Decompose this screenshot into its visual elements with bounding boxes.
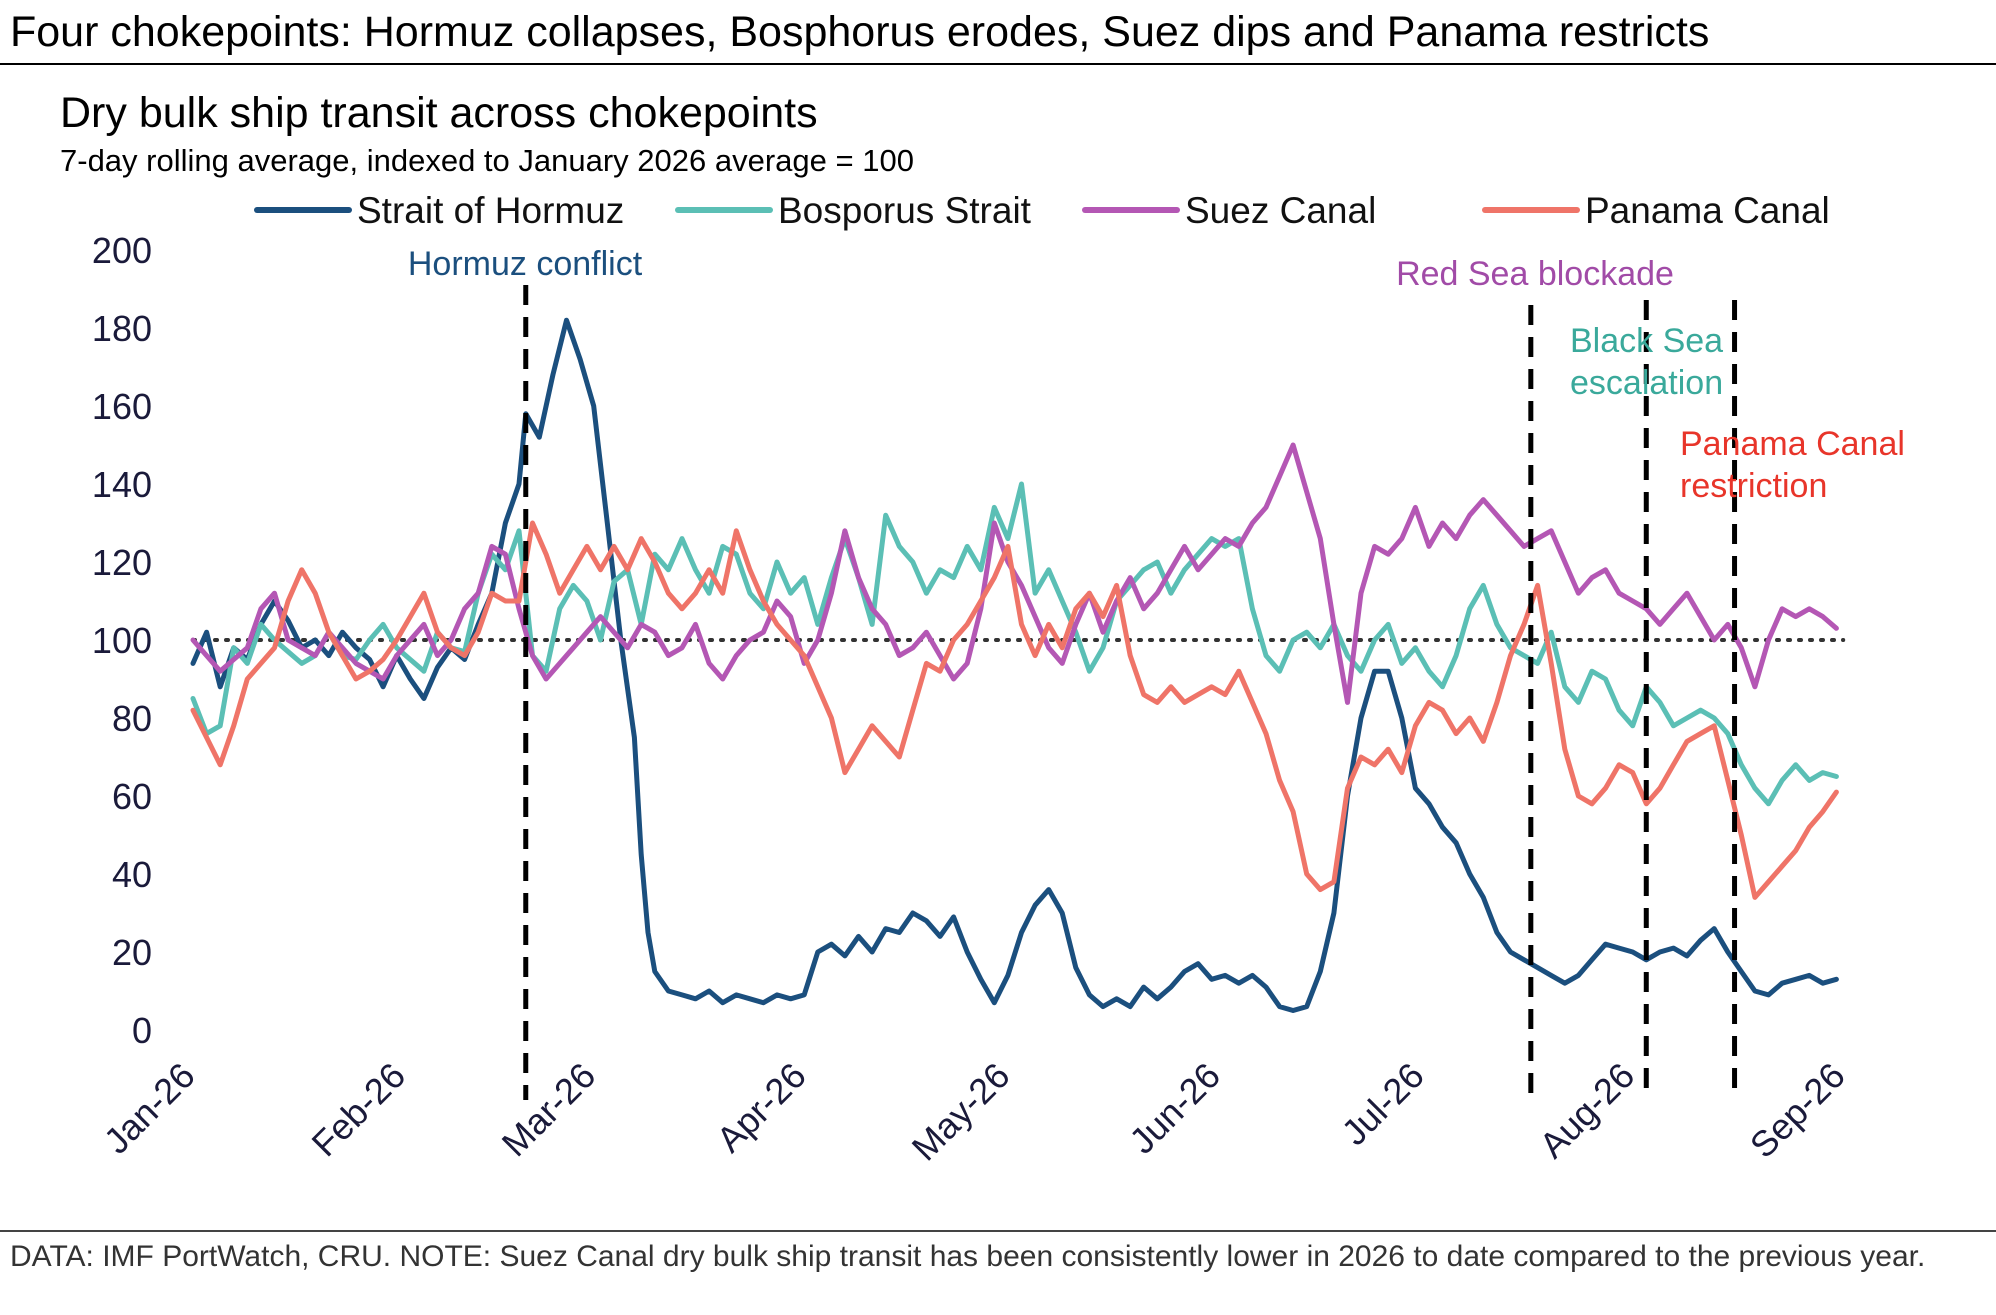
event-label-line: Red Sea blockade xyxy=(1396,255,1674,293)
event-label-line: Hormuz conflict xyxy=(408,245,643,283)
x-tick-label: May-26 xyxy=(904,1055,1018,1169)
y-tick-label: 80 xyxy=(112,698,152,739)
legend-label: Bosporus Strait xyxy=(778,190,1032,231)
y-tick-label: 200 xyxy=(92,230,152,271)
series-line-strait-of-hormuz xyxy=(190,317,1839,1013)
legend-label: Suez Canal xyxy=(1185,190,1376,231)
y-tick-label: 120 xyxy=(92,542,152,583)
x-tick-label: Mar-26 xyxy=(494,1055,604,1165)
x-tick-label: Jan-26 xyxy=(96,1055,203,1162)
x-tick-label: Jun-26 xyxy=(1121,1055,1228,1162)
footnote: DATA: IMF PortWatch, CRU. NOTE: Suez Can… xyxy=(10,1240,1926,1273)
line-chart: Strait of Hormuz Bosporus Strait Suez Cana… xyxy=(92,190,1905,1169)
x-tick-label: Apr-26 xyxy=(708,1055,813,1160)
y-tick-label: 60 xyxy=(112,776,152,817)
y-tick-label: 160 xyxy=(92,386,152,427)
y-axis: 0 20 40 60 80 100 120 140 160 180 200 xyxy=(92,230,152,1051)
event-label-line: escalation xyxy=(1570,364,1723,402)
x-tick-label: Sep-26 xyxy=(1742,1055,1853,1166)
x-tick-label: Jul-26 xyxy=(1333,1055,1431,1153)
x-axis: Jan-26 Feb-26 Mar-26 Apr-26 May-26 Jun-26 Jul-… xyxy=(96,1055,1853,1169)
x-tick-label: Aug-26 xyxy=(1531,1055,1642,1166)
legend-label: Strait of Hormuz xyxy=(357,190,624,231)
y-tick-label: 20 xyxy=(112,932,152,973)
series-line-panama-canal xyxy=(190,520,1839,900)
event-layer: Hormuz conflict Red Sea blockade Black Sea… xyxy=(408,245,1905,1100)
series-line-bosporus-strait xyxy=(190,481,1839,807)
x-tick-label: Feb-26 xyxy=(304,1055,414,1165)
chart-title: Dry bulk ship transit across chokepoints xyxy=(60,89,818,137)
y-tick-label: 100 xyxy=(92,620,152,661)
event-label-line: Black Sea xyxy=(1570,322,1723,360)
chart-subtitle: 7-day rolling average, indexed to Januar… xyxy=(60,143,914,178)
headline: Four chokepoints: Hormuz collapses, Bosp… xyxy=(10,8,1710,56)
y-tick-label: 0 xyxy=(132,1010,152,1051)
event-label: Red Sea blockade xyxy=(1396,255,1674,293)
y-tick-label: 180 xyxy=(92,308,152,349)
legend: Strait of Hormuz Bosporus Strait Suez Cana… xyxy=(254,190,1830,231)
event-label-line: Panama Canal xyxy=(1680,425,1905,463)
event-label: Hormuz conflict xyxy=(408,245,643,283)
footnote-rule xyxy=(0,1230,1996,1232)
series-layer xyxy=(190,317,1839,1013)
y-tick-label: 40 xyxy=(112,854,152,895)
event-label-line: restriction xyxy=(1680,467,1827,505)
legend-label: Panama Canal xyxy=(1585,190,1830,231)
headline-rule xyxy=(0,63,1996,65)
y-tick-label: 140 xyxy=(92,464,152,505)
event-label: Panama Canal restriction xyxy=(1680,425,1905,505)
event-label: Black Sea escalation xyxy=(1570,322,1723,402)
